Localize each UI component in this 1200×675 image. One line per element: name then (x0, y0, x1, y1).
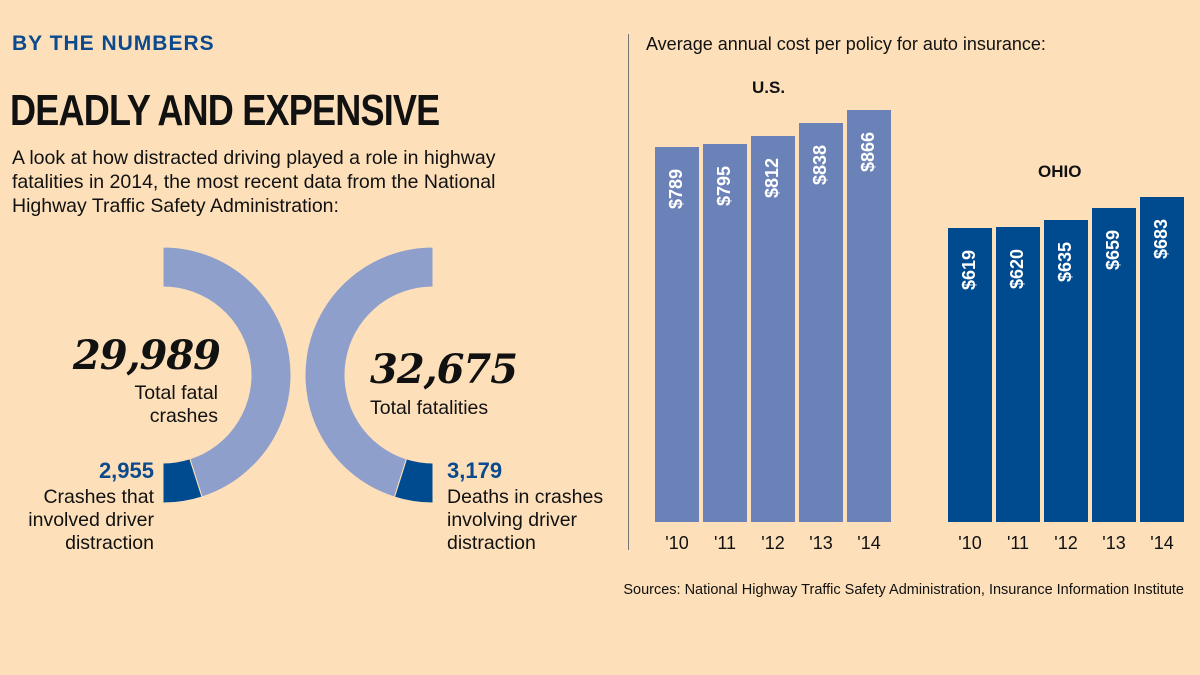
us-bar: $812 (751, 135, 795, 522)
distracted-crashes-number: 2,955 (98, 458, 154, 483)
distracted-deaths-number: 3,179 (447, 458, 503, 483)
distraction-arc (393, 458, 434, 504)
ohio-bar-label: $619 (959, 249, 979, 290)
us-bar: $838 (799, 123, 843, 522)
us-bar-label: $812 (762, 157, 782, 198)
us-bar-label: $795 (714, 165, 734, 206)
ohio-group-label: OHIO (1038, 162, 1082, 181)
ohio-year-tick: '10 (958, 533, 982, 553)
us-year-tick: '11 (713, 533, 737, 553)
ohio-bar-label: $683 (1151, 219, 1171, 260)
ohio-bar: $683 (1140, 197, 1184, 522)
ohio-year-tick: '13 (1102, 533, 1126, 553)
kicker: BY THE NUMBERS (12, 32, 215, 55)
us-year-tick: '14 (857, 533, 881, 553)
us-year-tick: '13 (809, 533, 833, 553)
ohio-bar: $620 (996, 227, 1040, 522)
ohio-bar: $635 (1044, 219, 1088, 522)
us-bar-label: $838 (810, 145, 830, 186)
total-crashes-label: Total fatal crashes (134, 382, 218, 427)
divider (628, 34, 629, 550)
ohio-bar-label: $659 (1103, 230, 1123, 271)
us-year-tick: '12 (761, 533, 785, 553)
total-fatalities-number: 32,675 (370, 346, 518, 393)
distraction-arc (162, 458, 203, 504)
us-bar-label: $866 (858, 131, 878, 172)
distracted-crashes-label: Crashes that involved driver distraction (28, 486, 154, 554)
total-crashes-number: 29,989 (72, 332, 221, 379)
ohio-year-tick: '14 (1150, 533, 1174, 553)
us-bar: $795 (703, 143, 747, 522)
total-fatalities-label: Total fatalities (370, 397, 489, 419)
intro-text: A look at how distracted driving played … (12, 147, 496, 217)
us-year-tick: '10 (665, 533, 689, 553)
chart-title: Average annual cost per policy for auto … (646, 34, 1046, 54)
ohio-year-tick: '11 (1006, 533, 1030, 553)
ohio-year-tick: '12 (1054, 533, 1078, 553)
total-arc (304, 246, 434, 498)
ohio-bar: $619 (948, 227, 992, 522)
ohio-bar-label: $635 (1055, 241, 1075, 282)
distracted-deaths-label: Deaths in crashes involving driver distr… (447, 486, 604, 554)
us-bar: $866 (847, 110, 891, 522)
us-bar-label: $789 (666, 168, 686, 209)
us-bar: $789 (655, 146, 699, 522)
sources: Sources: National Highway Traffic Safety… (623, 582, 1184, 598)
us-group-label: U.S. (752, 78, 786, 97)
headline: DEADLY AND EXPENSIVE (10, 86, 440, 135)
ohio-bar: $659 (1092, 208, 1136, 522)
total-arc (162, 246, 292, 498)
ohio-bar-label: $620 (1007, 248, 1027, 290)
